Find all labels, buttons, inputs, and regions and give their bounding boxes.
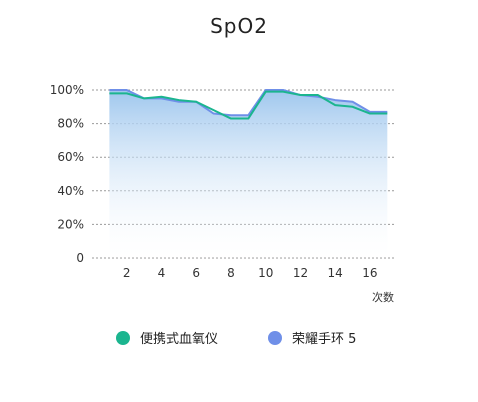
legend-label-series1: 便携式血氧仪	[140, 332, 219, 347]
y-tick-label-20: 20%	[57, 217, 84, 231]
x-tick-label-12: 12	[293, 266, 308, 280]
legend-label-series2: 荣耀手环 5	[292, 332, 357, 347]
x-axis-ticks: 2 4 6 8 10 12 14 16	[123, 266, 378, 280]
x-tick-label-2: 2	[123, 266, 131, 280]
x-tick-label-4: 4	[158, 266, 166, 280]
y-tick-label-80: 80%	[57, 117, 84, 131]
series-line-2	[109, 89, 388, 117]
area-fill-series2	[109, 90, 388, 258]
legend-item-series1[interactable]: 便携式血氧仪	[116, 328, 218, 347]
x-tick-label-8: 8	[227, 266, 235, 280]
y-tick-label-100: 100%	[50, 83, 84, 97]
legend-dot-series2	[268, 330, 282, 345]
series-lines	[109, 89, 388, 120]
area-fill	[109, 90, 388, 258]
x-tick-label-10: 10	[258, 266, 273, 280]
legend: 便携式血氧仪 荣耀手环 5	[0, 328, 478, 348]
x-tick-label-14: 14	[328, 266, 343, 280]
x-tick-label-16: 16	[362, 266, 377, 280]
chart-title: SpO2	[210, 14, 268, 38]
series-line-1	[109, 90, 388, 120]
legend-item-series2[interactable]: 荣耀手环 5	[268, 328, 356, 347]
y-tick-label-40: 40%	[57, 184, 84, 198]
y-tick-label-60: 60%	[57, 150, 84, 164]
y-tick-label-0: 0	[76, 251, 84, 265]
x-axis-label: 次数	[372, 290, 394, 304]
legend-dot-series1	[116, 330, 130, 345]
y-axis-ticks: 0 20% 40% 60% 80% 100%	[50, 83, 84, 265]
x-tick-label-6: 6	[192, 266, 200, 280]
